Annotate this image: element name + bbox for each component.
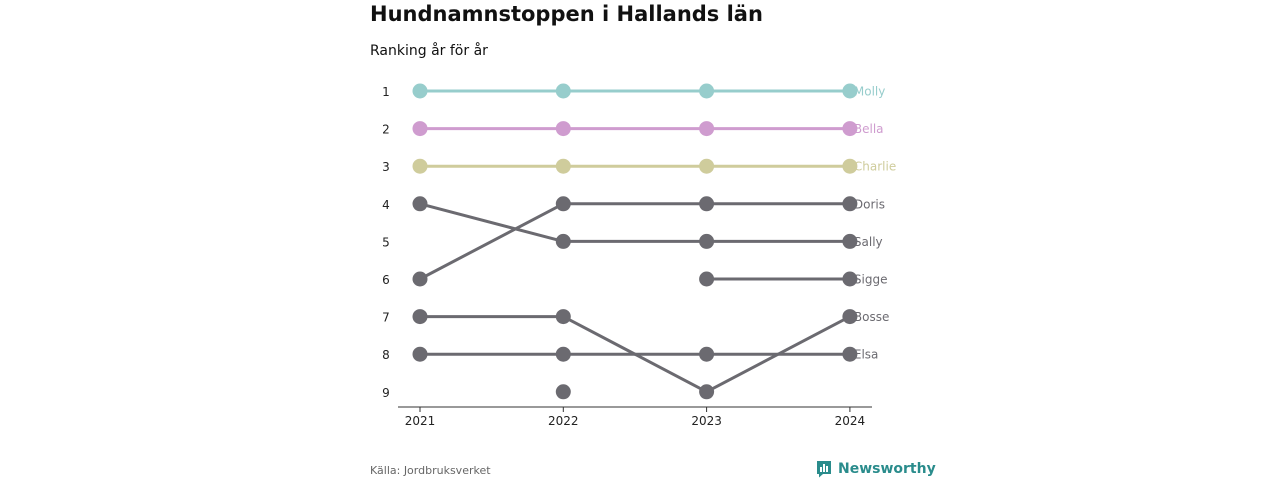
x-tick-label: 2024	[835, 414, 866, 428]
series-point	[412, 271, 428, 287]
y-tick-label: 1	[382, 85, 390, 99]
y-tick-label: 5	[382, 235, 390, 249]
brand-logo: Newsworthy	[816, 460, 936, 478]
bump-chart: 1 2 3 4 5 6 7 8 9 2021 2022 2023 2024 Doris Sally Sigge…	[382, 83, 896, 428]
chart-subtitle: Ranking år för år	[370, 43, 488, 59]
y-tick-label: 4	[382, 198, 390, 212]
x-tick-label: 2023	[691, 414, 722, 428]
series-point	[412, 83, 428, 99]
series-line	[419, 202, 850, 243]
series-point	[412, 158, 428, 174]
x-tick-label: 2022	[548, 414, 579, 428]
series-point	[555, 158, 571, 174]
series-point	[555, 121, 571, 137]
series-point	[412, 196, 428, 212]
y-tick-label: 6	[382, 273, 390, 287]
series-point	[699, 233, 715, 249]
series-label: Doris	[854, 197, 885, 211]
series-point	[842, 271, 858, 287]
series-point	[699, 121, 715, 137]
series-point	[699, 196, 715, 212]
series-point	[699, 384, 715, 400]
series-point	[699, 83, 715, 99]
series-label: Sigge	[854, 273, 888, 287]
y-tick-label: 3	[382, 160, 390, 174]
series-point	[842, 309, 858, 325]
series-label: Molly	[854, 85, 885, 99]
series-point	[412, 121, 428, 137]
series-point	[555, 196, 571, 212]
x-tick-label: 2021	[405, 414, 436, 428]
series-point	[555, 384, 571, 400]
bar-chart-logo-icon	[817, 461, 831, 478]
series-label: Elsa	[854, 348, 879, 362]
series-point	[842, 233, 858, 249]
series-point	[842, 158, 858, 174]
series-point	[842, 83, 858, 99]
series-point	[842, 196, 858, 212]
y-tick-label: 2	[382, 123, 390, 137]
series-label: Charlie	[854, 160, 896, 174]
series-point	[555, 83, 571, 99]
source-note: Källa: Jordbruksverket	[370, 464, 491, 477]
chart-title: Hundnamnstoppen i Hallands län	[370, 2, 763, 26]
series-point	[555, 233, 571, 249]
series-point	[412, 309, 428, 325]
series-point	[412, 346, 428, 362]
y-tick-label: 8	[382, 348, 390, 362]
series-point	[699, 346, 715, 362]
y-tick-label: 7	[382, 311, 390, 325]
series-point	[842, 121, 858, 137]
series-point	[555, 309, 571, 325]
brand-name: Newsworthy	[838, 461, 936, 477]
series-line	[419, 202, 850, 281]
series-label: Bosse	[854, 310, 889, 324]
y-tick-label: 9	[382, 386, 390, 400]
series-point	[699, 158, 715, 174]
series-label: Bella	[854, 122, 884, 136]
series-label: Sally	[854, 235, 883, 249]
series-point	[842, 346, 858, 362]
series-point	[699, 271, 715, 287]
series-point	[555, 346, 571, 362]
